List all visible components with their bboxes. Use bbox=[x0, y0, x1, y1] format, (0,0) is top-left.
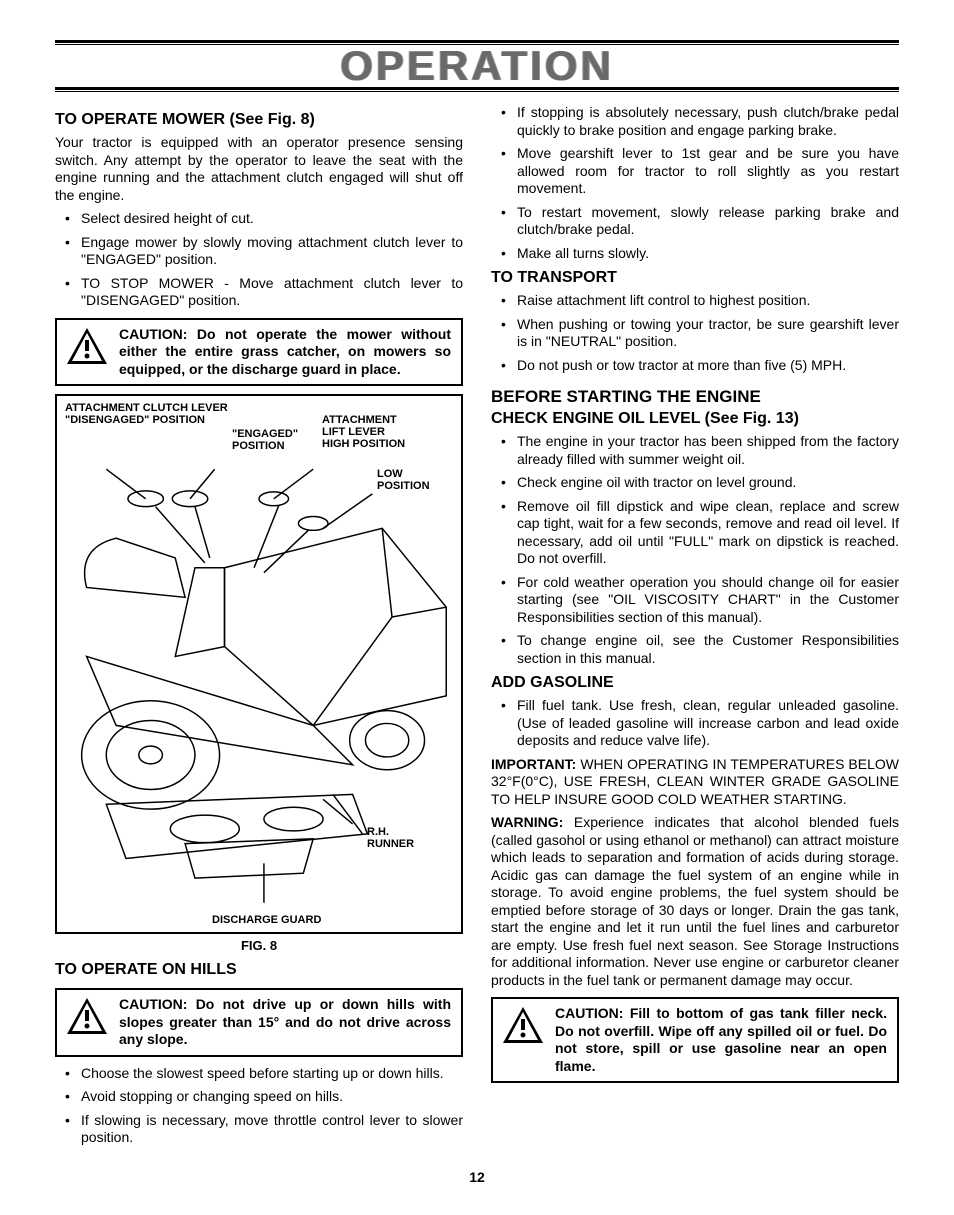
warning-triangle-icon bbox=[501, 1005, 545, 1045]
fig-label-discharge: DISCHARGE GUARD bbox=[212, 914, 321, 926]
heading-operate-hills: TO OPERATE ON HILLS bbox=[55, 960, 463, 980]
fig-label-lift-high: ATTACHMENT LIFT LEVER HIGH POSITION bbox=[322, 414, 405, 450]
list-item: For cold weather operation you should ch… bbox=[491, 574, 899, 627]
list-item: Engage mower by slowly moving attachment… bbox=[55, 234, 463, 269]
transport-list: Raise attachment lift control to highest… bbox=[491, 292, 899, 374]
caution-box-mower: CAUTION: Do not operate the mower withou… bbox=[55, 318, 463, 387]
page-number: 12 bbox=[55, 1169, 899, 1187]
list-item: If stopping is absolutely necessary, pus… bbox=[491, 104, 899, 139]
list-item: Select desired height of cut. bbox=[55, 210, 463, 228]
warning-label: WARNING: bbox=[491, 814, 563, 830]
intro-paragraph: Your tractor is equipped with an operato… bbox=[55, 134, 463, 204]
figure-8-diagram: ATTACHMENT CLUTCH LEVER "DISENGAGED" POS… bbox=[55, 394, 463, 934]
gasoline-list: Fill fuel tank. Use fresh, clean, regula… bbox=[491, 697, 899, 750]
list-item: Move gearshift lever to 1st gear and be … bbox=[491, 145, 899, 198]
caution-text: CAUTION: Fill to bottom of gas tank fill… bbox=[555, 1005, 887, 1075]
list-item: Fill fuel tank. Use fresh, clean, regula… bbox=[491, 697, 899, 750]
list-item: Do not push or tow tractor at more than … bbox=[491, 357, 899, 375]
list-item: TO STOP MOWER - Move attachment clutch l… bbox=[55, 275, 463, 310]
content-columns: TO OPERATE MOWER (See Fig. 8) Your tract… bbox=[55, 104, 899, 1153]
list-item: To restart movement, slowly release park… bbox=[491, 204, 899, 239]
warning-text: Experience indicates that alcohol blende… bbox=[491, 814, 899, 988]
tractor-illustration bbox=[57, 466, 461, 906]
list-item: The engine in your tractor has been ship… bbox=[491, 433, 899, 468]
list-item: Remove oil fill dipstick and wipe clean,… bbox=[491, 498, 899, 568]
page-title: OPERATION bbox=[55, 45, 899, 87]
important-label: IMPORTANT: bbox=[491, 756, 576, 772]
list-item: Check engine oil with tractor on level g… bbox=[491, 474, 899, 492]
heading-before-starting: BEFORE STARTING THE ENGINE bbox=[491, 386, 899, 407]
hills-list: Choose the slowest speed before starting… bbox=[55, 1065, 463, 1147]
caution-box-gasoline: CAUTION: Fill to bottom of gas tank fill… bbox=[491, 997, 899, 1083]
title-block: OPERATION bbox=[55, 40, 899, 92]
hills-continued-list: If stopping is absolutely necessary, pus… bbox=[491, 104, 899, 262]
list-item: When pushing or towing your tractor, be … bbox=[491, 316, 899, 351]
list-item: Avoid stopping or changing speed on hill… bbox=[55, 1088, 463, 1106]
warning-paragraph: WARNING: Experience indicates that alcoh… bbox=[491, 814, 899, 989]
important-paragraph: IMPORTANT: WHEN OPERATING IN TEMPERATURE… bbox=[491, 756, 899, 809]
caution-box-hills: CAUTION: Do not drive up or down hills w… bbox=[55, 988, 463, 1057]
heading-transport: TO TRANSPORT bbox=[491, 268, 899, 288]
list-item: If slowing is necessary, move throttle c… bbox=[55, 1112, 463, 1147]
caution-text: CAUTION: Do not operate the mower withou… bbox=[119, 326, 451, 379]
warning-triangle-icon bbox=[65, 996, 109, 1036]
right-column: If stopping is absolutely necessary, pus… bbox=[491, 104, 899, 1153]
check-oil-list: The engine in your tractor has been ship… bbox=[491, 433, 899, 667]
heading-add-gasoline: ADD GASOLINE bbox=[491, 673, 899, 693]
list-item: Make all turns slowly. bbox=[491, 245, 899, 263]
list-item: Raise attachment lift control to highest… bbox=[491, 292, 899, 310]
figure-caption: FIG. 8 bbox=[55, 938, 463, 954]
list-item: To change engine oil, see the Customer R… bbox=[491, 632, 899, 667]
fig-label-clutch-disengaged: ATTACHMENT CLUTCH LEVER "DISENGAGED" POS… bbox=[65, 402, 228, 426]
list-item: Choose the slowest speed before starting… bbox=[55, 1065, 463, 1083]
left-column: TO OPERATE MOWER (See Fig. 8) Your tract… bbox=[55, 104, 463, 1153]
heading-check-oil: CHECK ENGINE OIL LEVEL (See Fig. 13) bbox=[491, 409, 899, 429]
operate-mower-list: Select desired height of cut. Engage mow… bbox=[55, 210, 463, 310]
heading-operate-mower: TO OPERATE MOWER (See Fig. 8) bbox=[55, 110, 463, 130]
warning-triangle-icon bbox=[65, 326, 109, 366]
caution-text: CAUTION: Do not drive up or down hills w… bbox=[119, 996, 451, 1049]
fig-label-engaged: "ENGAGED" POSITION bbox=[232, 428, 298, 452]
